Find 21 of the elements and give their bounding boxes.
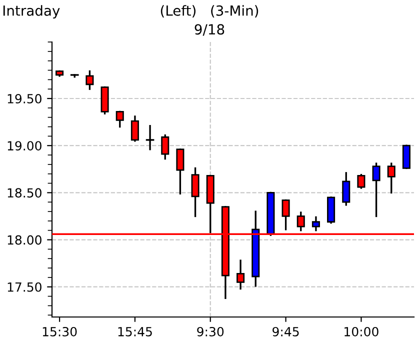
candlestick [146, 124, 154, 150]
y-tick-label: 17.50 [8, 282, 42, 292]
candlestick [130, 116, 139, 142]
candlestick [236, 260, 245, 290]
x-tick-label: 15:45 [118, 327, 152, 336]
y-tick-label: 18.00 [8, 235, 42, 245]
y-tick-label: 19.50 [8, 94, 42, 104]
chart-title: (Left) (3-Min) [160, 5, 258, 18]
x-tick-label: 15:30 [42, 326, 77, 336]
candlestick [357, 174, 366, 189]
y-tick-label: 18.50 [8, 188, 42, 198]
x-tick-label: 10:00 [344, 326, 378, 336]
candlestick [252, 210, 260, 287]
x-tick-label: 9:30 [197, 326, 224, 336]
y-tick-label: 19.00 [8, 141, 42, 151]
text: Intraday [3, 5, 60, 19]
x-tick-label: 9:45 [272, 326, 299, 336]
chart-subtitle: 9/18 [194, 24, 224, 36]
candlestick [372, 162, 380, 218]
candlestick [387, 162, 396, 194]
candlestick [312, 216, 320, 232]
